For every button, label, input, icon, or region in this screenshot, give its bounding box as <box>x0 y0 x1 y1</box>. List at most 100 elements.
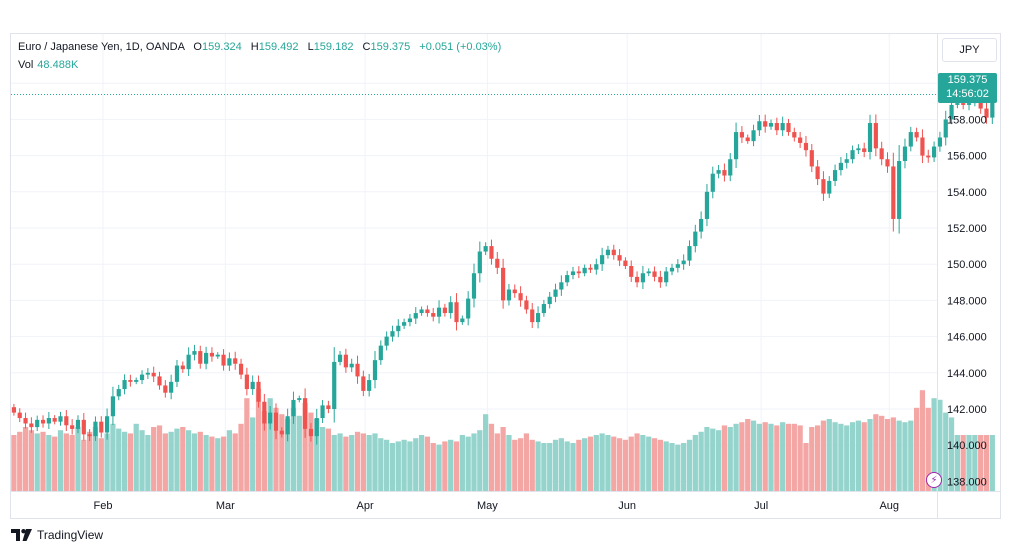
candle-up[interactable] <box>547 296 552 305</box>
candle-down[interactable] <box>978 99 983 109</box>
candle-down[interactable] <box>151 372 156 377</box>
candle-up[interactable] <box>827 180 832 194</box>
candle-up[interactable] <box>553 289 558 297</box>
candle-down[interactable] <box>489 246 494 259</box>
candle-down[interactable] <box>343 354 348 368</box>
candle-up[interactable] <box>320 405 325 419</box>
candle-up[interactable] <box>390 331 395 337</box>
candle-down[interactable] <box>52 418 57 422</box>
candle-up[interactable] <box>669 267 675 272</box>
candle-down[interactable] <box>23 418 28 424</box>
candle-up[interactable] <box>372 360 378 381</box>
candle-down[interactable] <box>29 423 34 428</box>
candle-down[interactable] <box>87 434 92 437</box>
candle-down[interactable] <box>617 255 622 261</box>
candle-down[interactable] <box>163 385 168 393</box>
candle-up[interactable] <box>751 130 756 142</box>
candle-up[interactable] <box>582 267 587 274</box>
candle-up[interactable] <box>58 416 63 422</box>
candle-up[interactable] <box>949 104 954 120</box>
candle-down[interactable] <box>984 108 989 118</box>
candle-down[interactable] <box>209 352 215 357</box>
candle-down[interactable] <box>885 159 890 167</box>
candle-down[interactable] <box>233 358 238 364</box>
candle-down[interactable] <box>303 398 308 429</box>
candle-up[interactable] <box>285 416 290 435</box>
candle-up[interactable] <box>291 399 296 417</box>
candle-up[interactable] <box>990 94 995 118</box>
event-flag-icon[interactable]: ⚡ <box>926 472 942 488</box>
candle-up[interactable] <box>436 307 442 317</box>
candle-down[interactable] <box>355 363 360 377</box>
candle-up[interactable] <box>367 380 372 391</box>
candle-down[interactable] <box>180 365 185 370</box>
candle-up[interactable] <box>681 260 686 265</box>
candle-up[interactable] <box>646 271 651 274</box>
candle-up[interactable] <box>897 161 902 219</box>
candle-down[interactable] <box>157 376 162 386</box>
candle-up[interactable] <box>506 289 512 301</box>
candle-down[interactable] <box>308 428 314 437</box>
candle-up[interactable] <box>675 264 680 268</box>
candle-up[interactable] <box>396 325 401 332</box>
candle-up[interactable] <box>460 318 465 323</box>
candle-up[interactable] <box>728 159 733 176</box>
candle-up[interactable] <box>594 264 599 270</box>
candle-up[interactable] <box>733 132 739 160</box>
candle-up[interactable] <box>832 170 838 181</box>
candle-down[interactable] <box>891 166 896 219</box>
candle-down[interactable] <box>914 132 919 138</box>
candle-down[interactable] <box>803 142 809 151</box>
candle-up[interactable] <box>943 119 948 138</box>
symbol-title[interactable]: Euro / Japanese Yen, 1D, OANDA <box>18 41 185 53</box>
candle-up[interactable] <box>902 146 908 162</box>
candle-up[interactable] <box>215 354 220 357</box>
candle-up[interactable] <box>314 418 319 437</box>
candle-up[interactable] <box>955 103 960 105</box>
candle-down[interactable] <box>961 103 966 105</box>
candle-up[interactable] <box>966 103 972 105</box>
candle-down[interactable] <box>926 155 931 158</box>
candle-down[interactable] <box>454 302 459 323</box>
candle-up[interactable] <box>768 123 774 127</box>
candle-down[interactable] <box>873 123 878 149</box>
candle-up[interactable] <box>600 255 605 265</box>
candle-up[interactable] <box>227 358 232 366</box>
candle-up[interactable] <box>169 381 174 393</box>
candle-up[interactable] <box>931 146 937 158</box>
candle-down[interactable] <box>611 249 616 256</box>
candle-down[interactable] <box>576 271 581 274</box>
candle-down[interactable] <box>634 276 640 283</box>
candle-up[interactable] <box>139 374 145 381</box>
candle-up[interactable] <box>757 121 762 131</box>
candle-down[interactable] <box>442 307 447 314</box>
candle-down[interactable] <box>786 123 791 133</box>
candle-up[interactable] <box>605 249 611 256</box>
candle-up[interactable] <box>46 418 51 424</box>
candle-up[interactable] <box>250 381 255 390</box>
candle-down[interactable] <box>17 412 22 419</box>
candle-up[interactable] <box>297 398 302 400</box>
candle-up[interactable] <box>477 251 482 274</box>
candle-up[interactable] <box>483 246 488 252</box>
candle-down[interactable] <box>518 293 523 301</box>
candle-down[interactable] <box>774 123 779 131</box>
candle-up[interactable] <box>93 421 98 437</box>
candle-up[interactable] <box>174 365 180 382</box>
candle-up[interactable] <box>332 361 337 409</box>
candle-down[interactable] <box>879 148 884 160</box>
candle-up[interactable] <box>448 302 453 314</box>
candle-down[interactable] <box>815 166 820 180</box>
candle-down[interactable] <box>739 132 744 138</box>
candle-up[interactable] <box>850 150 855 160</box>
candle-down[interactable] <box>273 412 279 431</box>
candle-down[interactable] <box>262 401 267 424</box>
candle-down[interactable] <box>81 419 86 435</box>
candle-up[interactable] <box>664 271 669 283</box>
candle-up[interactable] <box>541 304 546 314</box>
candle-down[interactable] <box>722 170 727 176</box>
candle-down[interactable] <box>279 430 284 435</box>
candle-up[interactable] <box>134 380 139 382</box>
candle-up[interactable] <box>570 271 576 276</box>
candle-down[interactable] <box>658 276 663 283</box>
